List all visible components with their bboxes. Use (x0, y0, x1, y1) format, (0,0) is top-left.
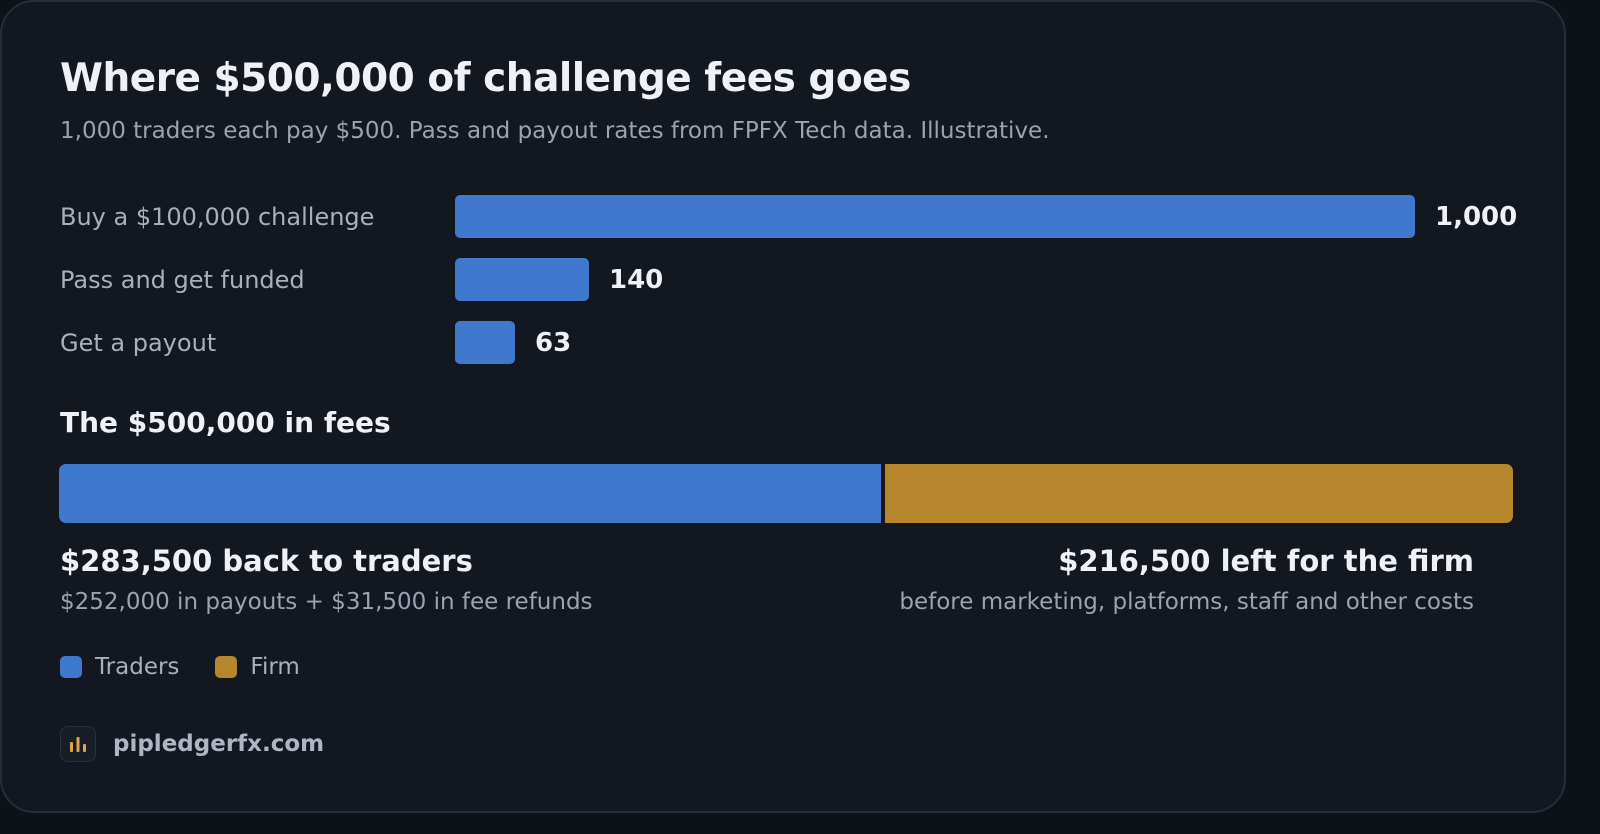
fees-heading: The $500,000 in fees (60, 406, 391, 439)
funnel-value-label: 1,000 (1435, 202, 1518, 232)
bar-chart-icon-glyph (70, 737, 86, 752)
funnel-bar (455, 195, 1415, 238)
funnel-bar (455, 321, 515, 364)
legend-item-traders: Traders (60, 654, 179, 680)
funnel-category-label: Get a payout (60, 329, 217, 357)
chart-title: Where $500,000 of challenge fees goes (60, 56, 911, 101)
legend: Traders Firm (60, 654, 336, 680)
legend-item-firm: Firm (215, 654, 300, 680)
firm-detail-label: before marketing, platforms, staff and o… (899, 589, 1474, 615)
funnel-row: Pass and get funded 140 (2, 258, 1562, 302)
funnel-category-label: Pass and get funded (60, 266, 305, 294)
funnel-category-label: Buy a $100,000 challenge (60, 203, 375, 231)
funnel-value-label: 140 (609, 265, 664, 295)
funnel-row: Buy a $100,000 challenge 1,000 (2, 195, 1562, 239)
funnel-row: Get a payout 63 (2, 321, 1562, 365)
chart-card: Where $500,000 of challenge fees goes 1,… (0, 0, 1566, 813)
legend-swatch-traders (60, 656, 82, 678)
funnel-bar (455, 258, 589, 301)
legend-label-firm: Firm (250, 654, 300, 680)
brand: pipledgerfx.com (60, 726, 324, 762)
bar-chart-icon (60, 726, 96, 762)
fees-segment-traders (59, 464, 881, 523)
fees-segment-firm (885, 464, 1513, 523)
funnel-value-label: 63 (535, 328, 572, 358)
legend-label-traders: Traders (95, 654, 180, 680)
legend-swatch-firm (215, 656, 238, 678)
firm-amount-label: $216,500 left for the firm (1058, 544, 1474, 578)
traders-amount-label: $283,500 back to traders (60, 544, 473, 578)
traders-detail-label: $252,000 in payouts + $31,500 in fee ref… (60, 589, 593, 615)
brand-url: pipledgerfx.com (113, 731, 325, 757)
fees-stacked-bar (59, 464, 1513, 523)
fees-bar-divider (881, 464, 885, 523)
chart-subtitle: 1,000 traders each pay $500. Pass and pa… (60, 118, 1050, 144)
